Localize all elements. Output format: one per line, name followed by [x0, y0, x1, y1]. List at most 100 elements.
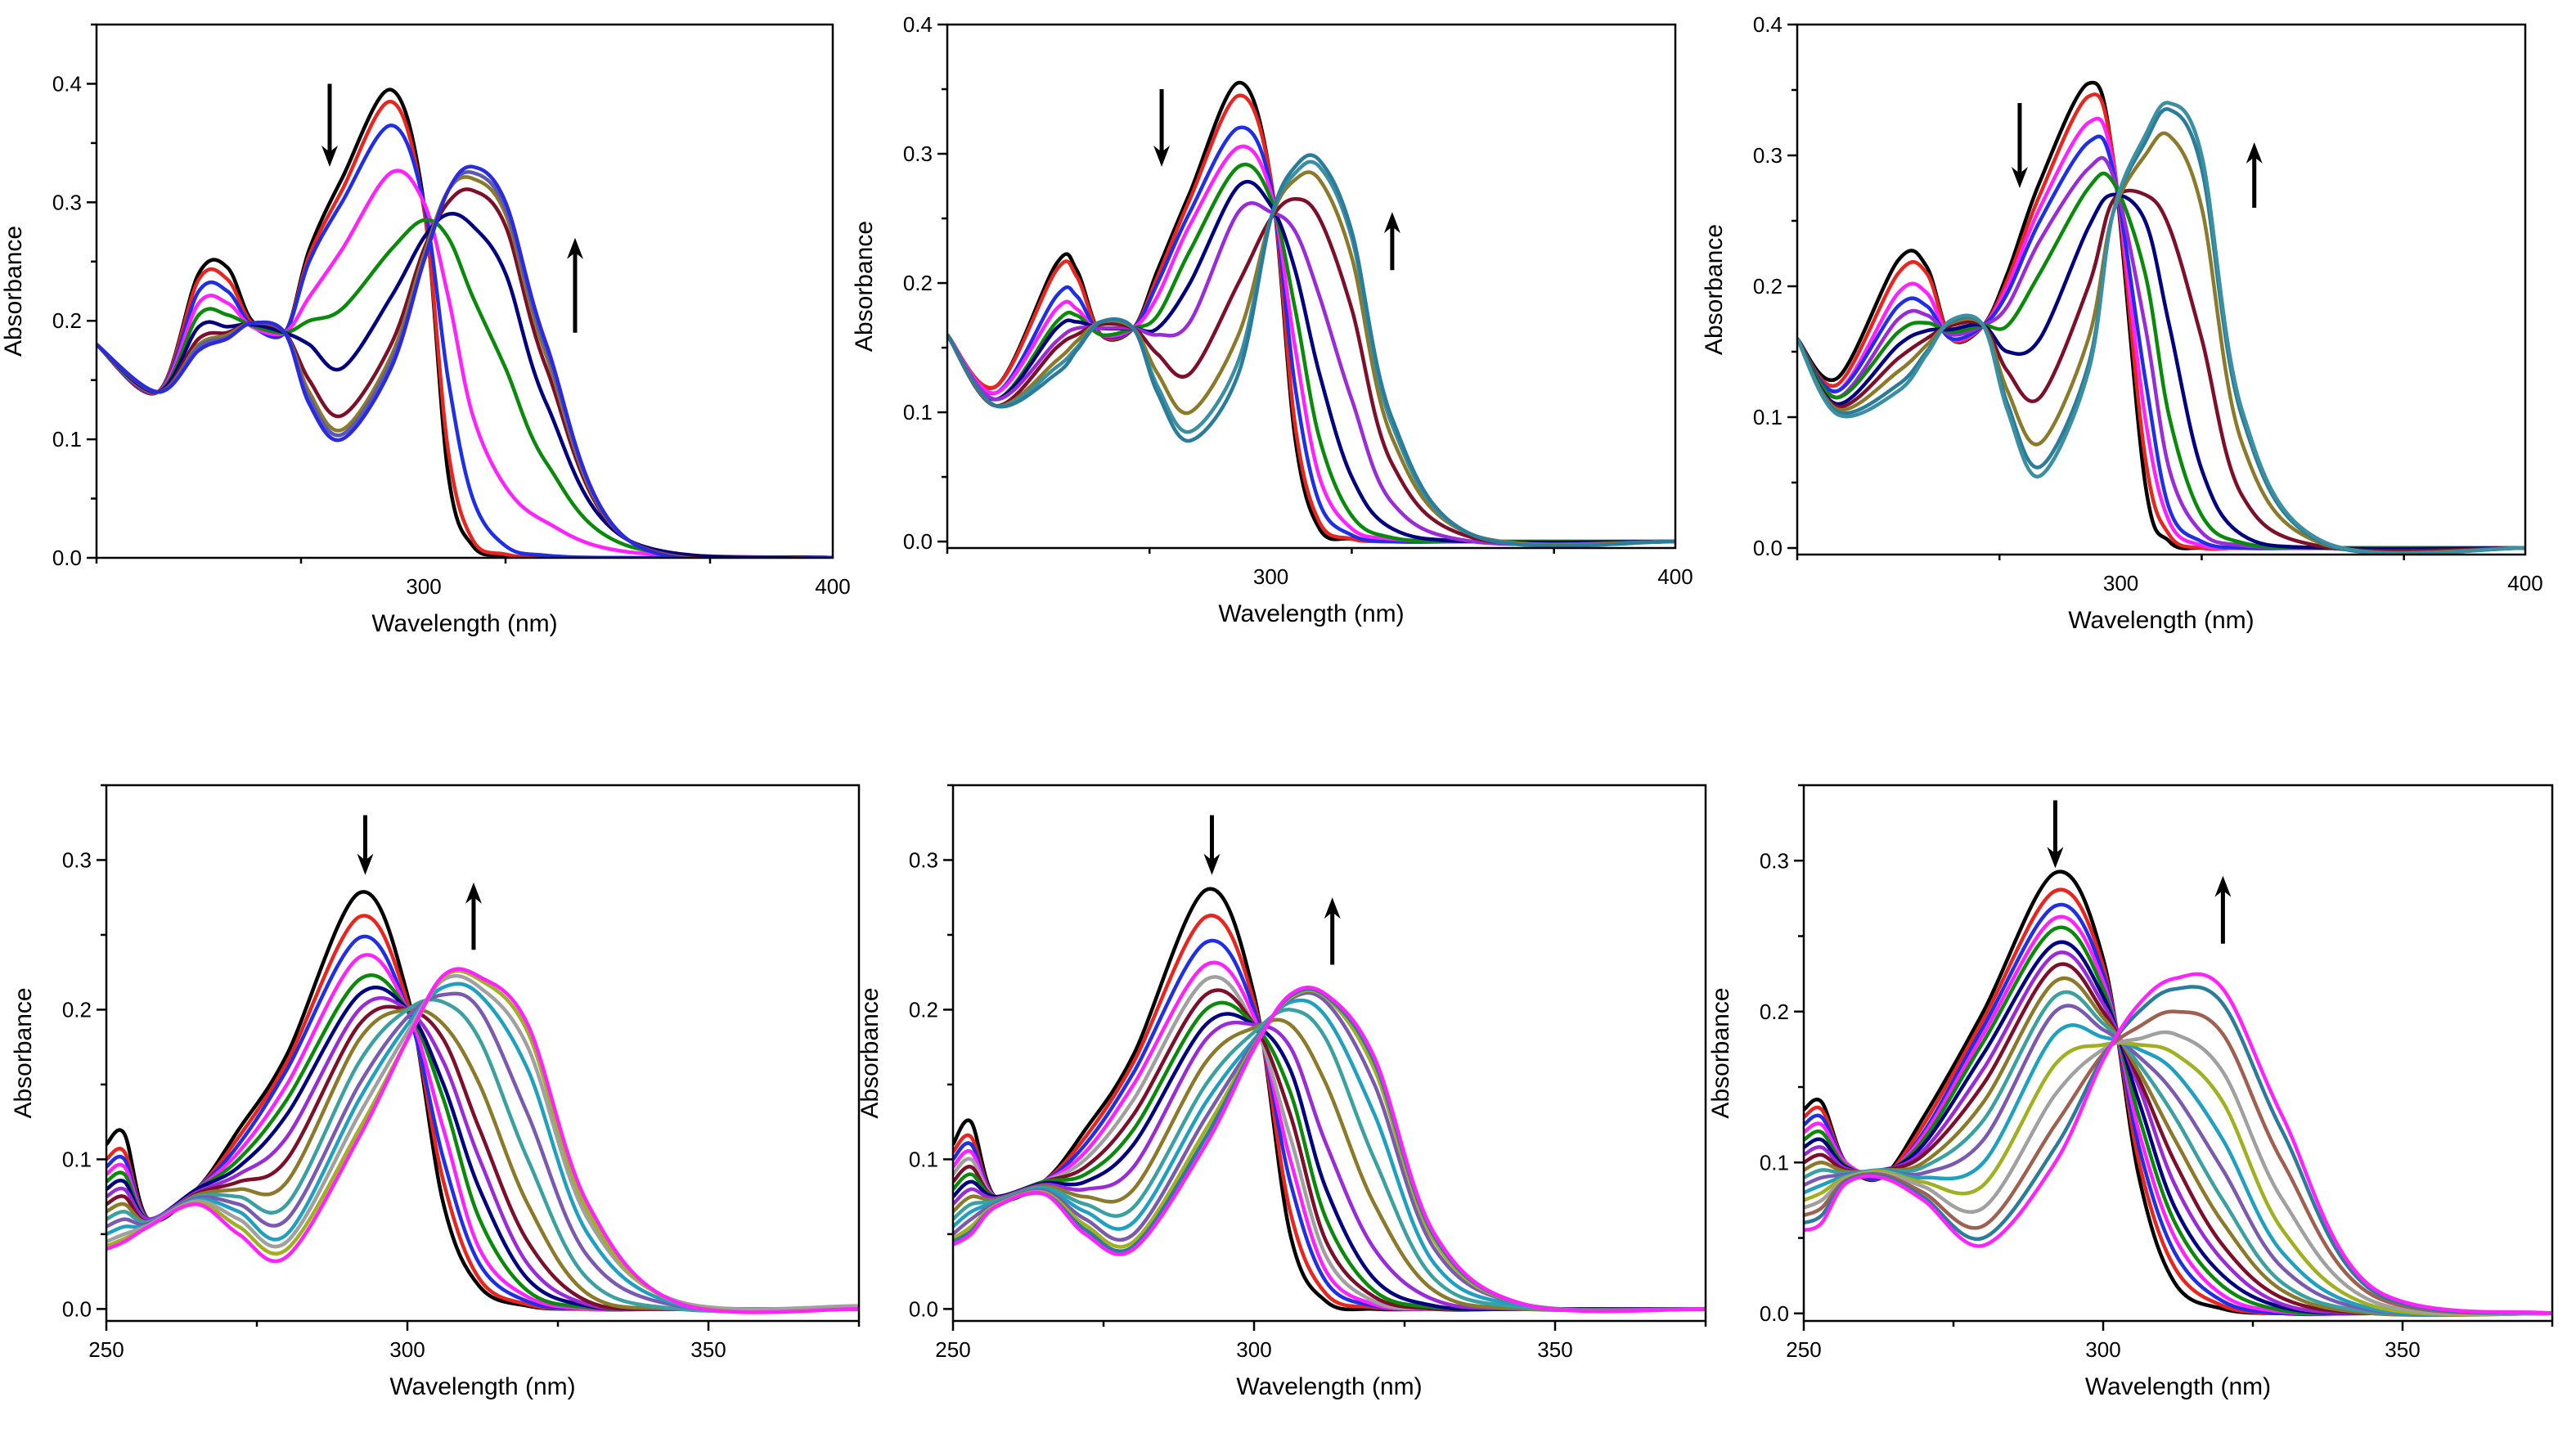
arrow-down-icon [357, 853, 374, 875]
series-line-s3 [1804, 902, 2552, 1317]
series-line-s8 [97, 175, 833, 558]
y-tick-label: 0.3 [909, 847, 938, 872]
y-tick-label: 0.3 [52, 190, 82, 214]
y-axis-title: Absorbance [10, 987, 37, 1118]
y-tick-label: 0.0 [62, 1296, 92, 1321]
y-tick-label: 0.2 [903, 271, 933, 295]
arrow-down-icon [1203, 853, 1221, 875]
series-line-s15 [106, 967, 859, 1314]
y-tick-label: 0.0 [903, 529, 933, 554]
y-tick-label: 0.3 [1760, 848, 1789, 873]
series-line-s16 [953, 985, 1706, 1314]
x-axis-title: Wavelength (nm) [371, 610, 557, 637]
x-axis-title: Wavelength (nm) [1236, 1373, 1422, 1400]
series-line-s11 [1797, 101, 2525, 555]
y-tick-label: 0.3 [903, 142, 933, 166]
x-tick-label: 250 [88, 1337, 124, 1362]
plot-frame [1796, 23, 2527, 556]
y-tick-label: 0.4 [52, 71, 82, 96]
y-axis-title: Absorbance [0, 226, 27, 357]
x-tick-label: 300 [2103, 571, 2138, 595]
x-axis-title: Wavelength (nm) [1218, 600, 1404, 627]
x-tick-label: 400 [815, 574, 850, 599]
series-line-s11 [106, 991, 859, 1313]
y-tick-label: 0.2 [62, 997, 92, 1022]
plot-frame [946, 23, 1677, 550]
y-tick-label: 0.4 [1753, 12, 1783, 37]
x-axis-title: Wavelength (nm) [389, 1373, 575, 1400]
series-line-s6 [106, 985, 859, 1311]
y-tick-label: 0.3 [1753, 143, 1783, 168]
x-tick-label: 400 [2507, 571, 2542, 595]
x-axis-title: Wavelength (nm) [2068, 607, 2254, 634]
series-group [953, 887, 1706, 1314]
y-tick-label: 0.0 [52, 546, 82, 570]
series-line-s10 [1797, 107, 2525, 555]
y-tick-label: 0.2 [52, 308, 82, 333]
series-line-s13 [106, 973, 859, 1311]
arrow-up-icon [2214, 875, 2232, 897]
x-axis-title: Wavelength (nm) [2085, 1373, 2271, 1400]
arrow-down-icon [2011, 167, 2028, 188]
x-tick-label: 400 [1657, 564, 1693, 589]
series-group [1804, 869, 2552, 1318]
panel-3: 300 400 0.0 0.1 0.2 0.3 0.4 Wavelength (nm) Abso… [1701, 12, 2543, 634]
series-line-s11 [947, 153, 1675, 548]
x-tick-label: 350 [690, 1337, 726, 1362]
y-tick-label: 0.1 [1760, 1150, 1789, 1175]
arrow-up-icon [2246, 142, 2263, 164]
y-tick-label: 0.1 [909, 1147, 938, 1171]
series-group [947, 80, 1675, 548]
series-line-s10 [947, 159, 1675, 548]
arrow-down-icon [2047, 847, 2064, 869]
y-tick-label: 0.1 [903, 400, 933, 425]
series-line-s4 [1797, 134, 2525, 550]
x-tick-label: 300 [389, 1337, 425, 1362]
arrow-up-icon [465, 882, 482, 904]
series-line-s3 [947, 125, 1675, 544]
arrow-down-icon [321, 145, 338, 167]
series-line-s5 [953, 975, 1706, 1312]
series-line-s10 [106, 998, 859, 1314]
plot-frame [95, 23, 834, 559]
series-line-s1 [106, 890, 859, 1311]
series-line-s8 [947, 197, 1675, 546]
series-line-s5 [947, 162, 1675, 544]
plot-frame [1802, 784, 2554, 1323]
series-line-s10 [97, 164, 833, 558]
x-tick-label: 300 [2085, 1337, 2120, 1362]
series-line-s8 [1797, 188, 2525, 553]
x-tick-label: 350 [1537, 1337, 1572, 1362]
series-line-s3 [97, 123, 833, 558]
series-line-s4 [97, 168, 833, 558]
y-tick-label: 0.2 [1760, 1000, 1789, 1024]
series-line-s9 [1797, 131, 2525, 555]
y-tick-label: 0.4 [903, 12, 933, 37]
series-line-s17 [1804, 972, 2552, 1316]
series-line-s5 [106, 973, 859, 1311]
panel-2: 300 400 0.0 0.1 0.2 0.3 0.4 Wavelength (nm) Abso… [851, 12, 1693, 627]
arrow-up-icon [567, 237, 583, 259]
series-line-s9 [97, 170, 833, 558]
x-tick-label: 300 [1236, 1337, 1271, 1362]
series-line-s4 [953, 960, 1706, 1312]
panel-5: 250 300 350 0.0 0.1 0.2 0.3 Wavelength (nm) Abso… [856, 784, 1707, 1400]
plot-frame [951, 784, 1707, 1323]
y-tick-label: 0.1 [62, 1147, 92, 1171]
series-line-s2 [106, 914, 859, 1312]
y-tick-label: 0.1 [52, 427, 82, 451]
series-line-s5 [97, 218, 833, 558]
series-line-s6 [1797, 171, 2525, 550]
series-line-s1 [1804, 869, 2552, 1316]
y-tick-label: 0.3 [62, 847, 92, 872]
series-line-s7 [947, 201, 1675, 546]
panel-4: 250 300 350 0.0 0.1 0.2 0.3 Wavelength (nm) Abso… [10, 784, 861, 1400]
x-tick-label: 250 [1786, 1337, 1821, 1362]
plot-frame [105, 784, 861, 1323]
y-axis-title: Absorbance [851, 221, 878, 352]
y-tick-label: 0.0 [1760, 1301, 1789, 1326]
y-tick-label: 0.2 [1753, 274, 1783, 299]
series-line-s7 [1797, 192, 2525, 551]
series-line-s6 [97, 211, 833, 558]
